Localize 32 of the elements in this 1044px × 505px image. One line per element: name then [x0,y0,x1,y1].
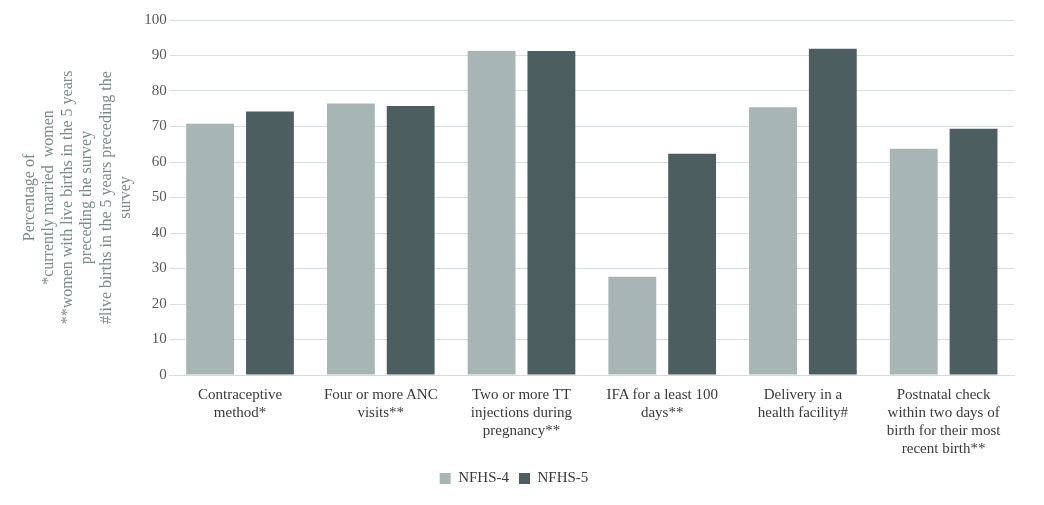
bar [527,50,576,375]
x-tick-label: Contraceptive method* [197,385,283,420]
bar [608,276,657,375]
bar [749,107,797,375]
y-tick-label: 50 [151,188,167,205]
y-tick-label: 70 [151,117,167,134]
bar [668,153,717,375]
y-tick-label: 100 [144,10,167,27]
x-tick-label: Two or more TT injections during pregnancy** [470,385,573,438]
bar [186,123,235,375]
y-tick-label: 0 [159,365,167,382]
x-tick-label: Delivery in a health facility# [757,385,849,420]
bar [246,111,294,375]
bar [326,103,375,375]
y-tick-label: 60 [151,152,167,169]
y-tick-label: 40 [151,223,167,240]
legend-label: NFHS-4 [458,469,510,486]
y-tick-label: 10 [151,330,167,347]
bar [386,105,435,375]
y-tick-label: 80 [151,81,167,98]
x-tick-label: Postnatal check within two days of birth for their most recent birth** [886,385,1002,456]
y-tick-label: 90 [151,46,167,63]
bar [808,48,857,375]
y-axis-title: Percentage of *currently married women **women with live births in the 5 years preceding the survey #live births in the 5 years preceding the survey [19,70,134,325]
x-tick-label: IFA for a least 100 days** [606,385,718,420]
bar [467,50,516,375]
bar [889,148,938,375]
bar [949,128,998,375]
y-tick-label: 30 [151,259,167,276]
x-tick-label: Four or more ANC visits** [323,385,438,420]
legend-label: NFHS-5 [537,469,589,486]
y-tick-label: 20 [151,294,167,311]
